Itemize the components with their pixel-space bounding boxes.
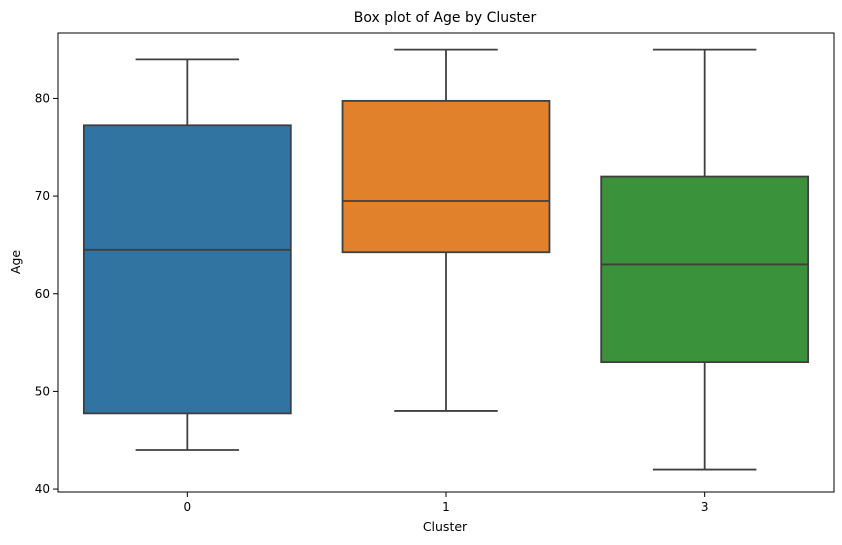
x-tick-label-3: 3: [701, 500, 709, 514]
y-tick-label-70: 70: [35, 189, 50, 203]
box-0-iqr: [82, 124, 292, 415]
y-tick-label-60: 60: [35, 287, 50, 301]
box-3-iqr: [600, 175, 810, 364]
x-axis-label: Cluster: [423, 519, 468, 534]
chart-title: Box plot of Age by Cluster: [354, 10, 537, 26]
x-tick-label-0: 0: [184, 500, 192, 514]
x-tick-label-1: 1: [442, 500, 450, 514]
y-tick-label-40: 40: [35, 482, 50, 496]
y-tick-label-50: 50: [35, 384, 50, 398]
y-tick-label-80: 80: [35, 91, 50, 105]
box-1-iqr: [341, 99, 551, 254]
y-axis-label: Age: [8, 250, 23, 274]
plot-area: 40 50 60 70 80 0 1 3: [35, 32, 835, 514]
